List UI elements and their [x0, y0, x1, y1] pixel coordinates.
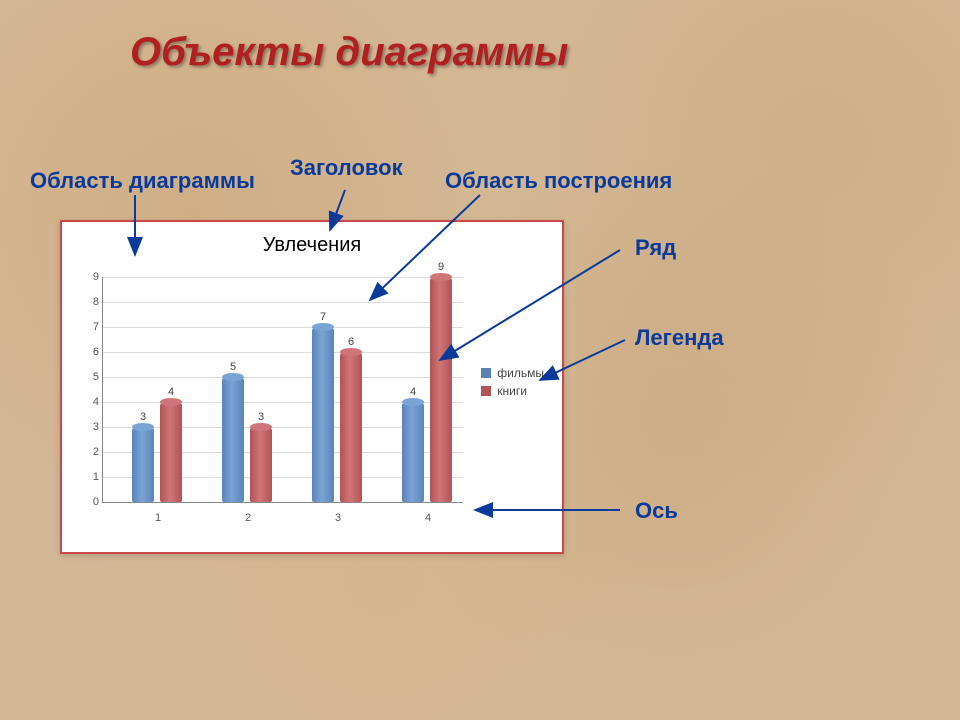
- data-label: 6: [348, 336, 354, 348]
- data-label: 4: [410, 386, 416, 398]
- data-label: 3: [140, 411, 146, 423]
- y-tick: 8: [83, 296, 99, 308]
- y-tick: 2: [83, 446, 99, 458]
- data-label: 4: [168, 386, 174, 398]
- x-tick: 4: [425, 512, 431, 524]
- callout-legend: Легенда: [635, 325, 724, 351]
- gridline: [103, 352, 463, 353]
- legend: фильмы книги: [481, 362, 544, 402]
- y-tick: 0: [83, 496, 99, 508]
- x-tick: 3: [335, 512, 341, 524]
- legend-swatch: [481, 368, 491, 378]
- y-tick: 4: [83, 396, 99, 408]
- y-tick: 6: [83, 346, 99, 358]
- y-tick: 5: [83, 371, 99, 383]
- bar-книги: 3: [250, 427, 272, 502]
- y-tick: 7: [83, 321, 99, 333]
- x-tick: 2: [245, 512, 251, 524]
- page-title: Объекты диаграммы: [130, 30, 568, 75]
- gridline: [103, 377, 463, 378]
- gridline: [103, 277, 463, 278]
- chart-area: Увлечения 0123456789341532763494 фильмык…: [60, 220, 564, 554]
- bar-фильмы: 3: [132, 427, 154, 502]
- legend-item: фильмы: [481, 366, 544, 380]
- bar-книги: 6: [340, 352, 362, 502]
- legend-label: книги: [497, 384, 527, 398]
- bar-книги: 4: [160, 402, 182, 502]
- bar-фильмы: 7: [312, 327, 334, 502]
- callout-chart-area: Область диаграммы: [30, 168, 255, 194]
- data-label: 7: [320, 311, 326, 323]
- bar-фильмы: 4: [402, 402, 424, 502]
- y-tick: 1: [83, 471, 99, 483]
- legend-label: фильмы: [497, 366, 544, 380]
- data-label: 3: [258, 411, 264, 423]
- callout-series: Ряд: [635, 235, 676, 261]
- x-tick: 1: [155, 512, 161, 524]
- chart-title: Увлечения: [62, 234, 562, 257]
- gridline: [103, 302, 463, 303]
- callout-plot-area: Область построения: [445, 168, 672, 194]
- y-tick: 9: [83, 271, 99, 283]
- plot-area: 0123456789341532763494: [102, 277, 463, 503]
- bar-фильмы: 5: [222, 377, 244, 502]
- bar-книги: 9: [430, 277, 452, 502]
- legend-item: книги: [481, 384, 544, 398]
- data-label: 9: [438, 261, 444, 273]
- callout-title: Заголовок: [290, 155, 403, 181]
- data-label: 5: [230, 361, 236, 373]
- legend-swatch: [481, 386, 491, 396]
- gridline: [103, 327, 463, 328]
- y-tick: 3: [83, 421, 99, 433]
- callout-axis: Ось: [635, 498, 678, 524]
